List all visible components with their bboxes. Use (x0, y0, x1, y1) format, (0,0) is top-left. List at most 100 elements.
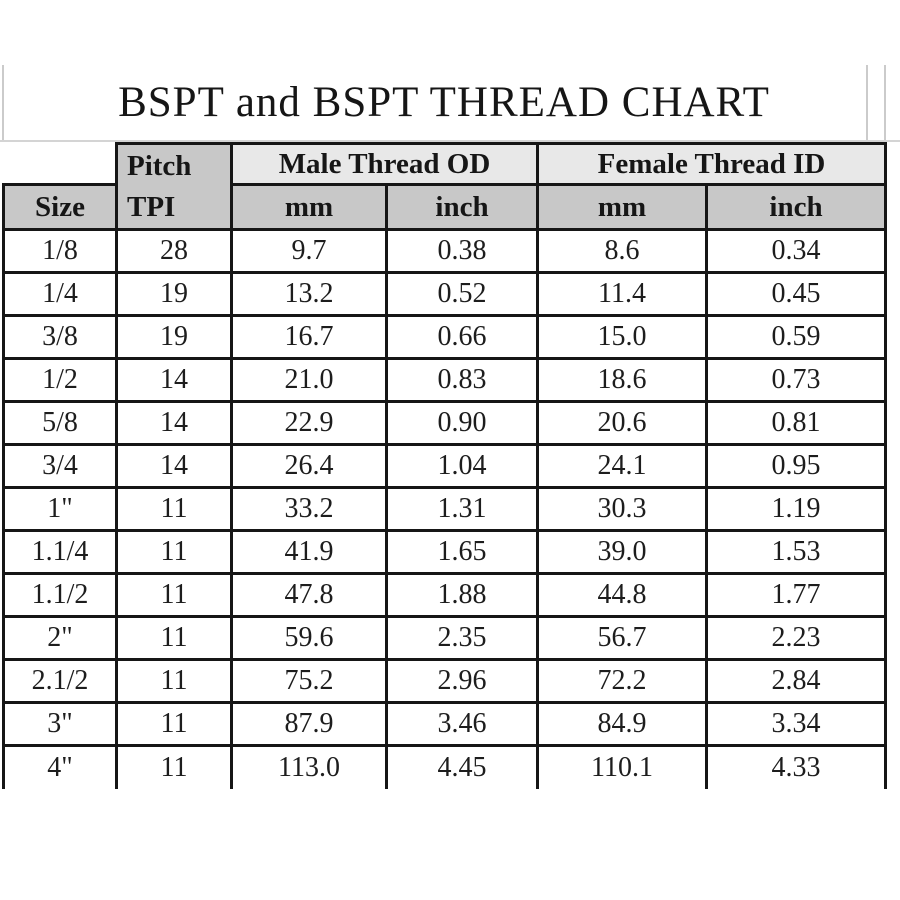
cell-size: 1.1/4 (2, 529, 118, 575)
header-female-thread-id: Female Thread ID (536, 142, 887, 186)
cell-female_mm: 8.6 (536, 228, 708, 274)
cell-male_inch: 2.96 (385, 658, 539, 704)
table-header: Pitch TPI Male Thread OD Female Thread I… (2, 142, 887, 231)
cell-size: 2.1/2 (2, 658, 118, 704)
cell-size: 5/8 (2, 400, 118, 446)
cell-male_inch: 0.90 (385, 400, 539, 446)
cell-female_inch: 0.45 (705, 271, 887, 317)
cell-female_inch: 4.33 (705, 744, 887, 789)
cell-male_inch: 0.66 (385, 314, 539, 360)
cell-female_inch: 0.59 (705, 314, 887, 360)
cell-female_mm: 24.1 (536, 443, 708, 489)
cell-size: 3/8 (2, 314, 118, 360)
cell-tpi: 19 (115, 314, 233, 360)
cell-male_mm: 22.9 (230, 400, 388, 446)
page-title: BSPT and BSPT THREAD CHART (118, 79, 770, 126)
cell-male_inch: 3.46 (385, 701, 539, 747)
cell-male_mm: 33.2 (230, 486, 388, 532)
cell-size: 3/4 (2, 443, 118, 489)
cell-tpi: 14 (115, 357, 233, 403)
cell-tpi: 19 (115, 271, 233, 317)
cell-male_inch: 0.83 (385, 357, 539, 403)
cell-tpi: 11 (115, 744, 233, 789)
cell-female_mm: 15.0 (536, 314, 708, 360)
cell-male_mm: 9.7 (230, 228, 388, 274)
table-row: 3/4 14 26.4 1.04 24.1 0.95 (2, 443, 887, 489)
table-row: 5/8 14 22.9 0.90 20.6 0.81 (2, 400, 887, 446)
table-row: 1/2 14 21.0 0.83 18.6 0.73 (2, 357, 887, 403)
header-female-mm: mm (536, 183, 708, 231)
cell-female_mm: 39.0 (536, 529, 708, 575)
cell-female_mm: 11.4 (536, 271, 708, 317)
table-row: 3/8 19 16.7 0.66 15.0 0.59 (2, 314, 887, 360)
cell-size: 2" (2, 615, 118, 661)
cell-size: 1/4 (2, 271, 118, 317)
cell-male_inch: 0.52 (385, 271, 539, 317)
cell-female_mm: 20.6 (536, 400, 708, 446)
cell-male_mm: 41.9 (230, 529, 388, 575)
cell-size: 1/8 (2, 228, 118, 274)
cell-male_mm: 21.0 (230, 357, 388, 403)
header-female-inch: inch (705, 183, 887, 231)
cell-male_inch: 2.35 (385, 615, 539, 661)
cell-tpi: 11 (115, 658, 233, 704)
cell-size: 3" (2, 701, 118, 747)
cell-female_mm: 30.3 (536, 486, 708, 532)
cell-male_mm: 59.6 (230, 615, 388, 661)
thread-chart-table: Pitch TPI Male Thread OD Female Thread I… (2, 142, 887, 789)
table-row: 1.1/2 11 47.8 1.88 44.8 1.77 (2, 572, 887, 618)
cell-female_inch: 2.84 (705, 658, 887, 704)
cell-male_mm: 26.4 (230, 443, 388, 489)
header-size: Size (2, 183, 118, 231)
header-corner-empty (3, 143, 117, 185)
cell-male_inch: 1.65 (385, 529, 539, 575)
table-row: 2.1/2 11 75.2 2.96 72.2 2.84 (2, 658, 887, 704)
table-row: 1/4 19 13.2 0.52 11.4 0.45 (2, 271, 887, 317)
cell-female_mm: 18.6 (536, 357, 708, 403)
table-row: 3" 11 87.9 3.46 84.9 3.34 (2, 701, 887, 747)
cell-size: 1/2 (2, 357, 118, 403)
cell-male_inch: 1.31 (385, 486, 539, 532)
cell-male_mm: 113.0 (230, 744, 388, 789)
header-male-inch: inch (385, 183, 539, 231)
table-row: 1/8 28 9.7 0.38 8.6 0.34 (2, 228, 887, 274)
cell-male_inch: 1.04 (385, 443, 539, 489)
cell-female_inch: 0.34 (705, 228, 887, 274)
cell-tpi: 28 (115, 228, 233, 274)
cell-tpi: 11 (115, 572, 233, 618)
cell-size: 1.1/2 (2, 572, 118, 618)
cell-female_inch: 0.95 (705, 443, 887, 489)
header-male-thread-od: Male Thread OD (230, 142, 539, 186)
tpi-label: TPI (127, 190, 176, 223)
table-row: 2" 11 59.6 2.35 56.7 2.23 (2, 615, 887, 661)
cell-female_inch: 3.34 (705, 701, 887, 747)
cell-male_mm: 47.8 (230, 572, 388, 618)
title-divider-rule (0, 140, 900, 142)
cell-female_inch: 2.23 (705, 615, 887, 661)
cell-size: 4" (2, 744, 118, 789)
header-row-groups: Pitch TPI Male Thread OD Female Thread I… (3, 142, 887, 231)
cell-tpi: 11 (115, 615, 233, 661)
cell-male_mm: 16.7 (230, 314, 388, 360)
cell-male_mm: 87.9 (230, 701, 388, 747)
cell-male_inch: 1.88 (385, 572, 539, 618)
cell-female_mm: 110.1 (536, 744, 708, 789)
table-body: 1/8 28 9.7 0.38 8.6 0.34 1/4 19 13.2 0.52 11.4 0.45… (2, 228, 887, 789)
cell-female_inch: 0.81 (705, 400, 887, 446)
table-row: 1.1/4 11 41.9 1.65 39.0 1.53 (2, 529, 887, 575)
cell-female_mm: 44.8 (536, 572, 708, 618)
cell-size: 1" (2, 486, 118, 532)
table-row: 1" 11 33.2 1.31 30.3 1.19 (2, 486, 887, 532)
cell-male_mm: 13.2 (230, 271, 388, 317)
cell-tpi: 11 (115, 701, 233, 747)
cell-female_mm: 72.2 (536, 658, 708, 704)
cell-female_mm: 84.9 (536, 701, 708, 747)
header-male-mm: mm (230, 183, 388, 231)
title-band-right-rule (866, 65, 868, 140)
header-pitch-tpi: Pitch TPI (115, 142, 233, 231)
cell-female_mm: 56.7 (536, 615, 708, 661)
header-row-units: Size mm inch mm inch (2, 183, 887, 231)
cell-female_inch: 1.77 (705, 572, 887, 618)
cell-tpi: 14 (115, 443, 233, 489)
